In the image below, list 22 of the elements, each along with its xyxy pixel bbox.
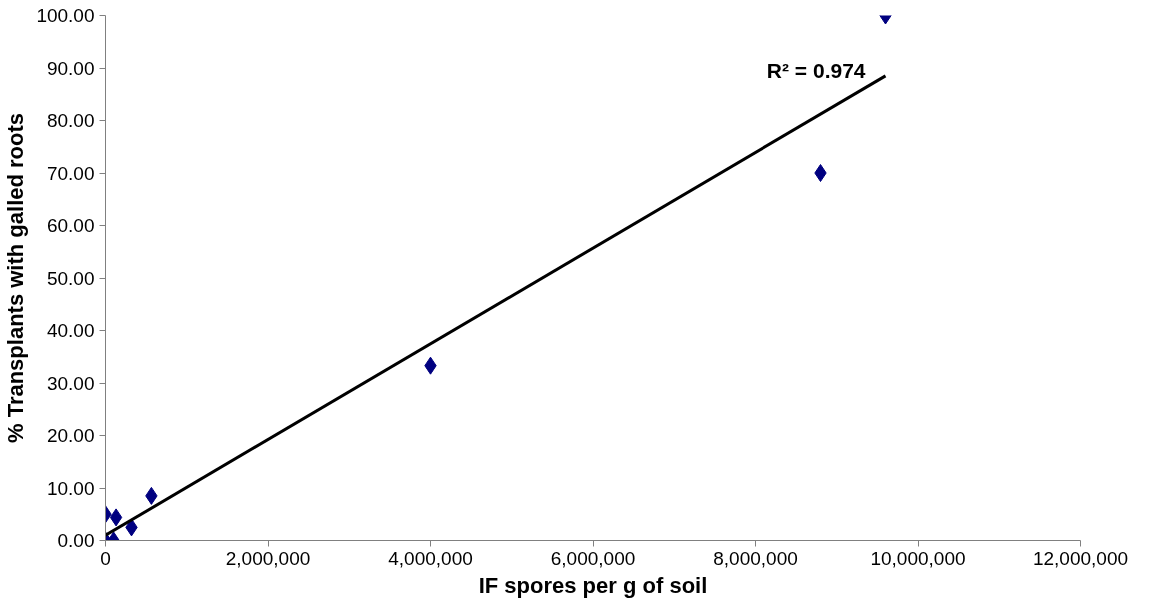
x-tick-label: 10,000,000 [870,547,966,569]
y-tick-label: 0.00 [57,530,95,551]
y-tick-label: 20.00 [46,425,95,446]
x-tick-label: 6,000,000 [550,547,636,569]
y-tick-label: 90.00 [46,57,95,79]
y-tick-label: 10.00 [46,477,95,499]
x-tick-label: 4,000,000 [388,547,473,569]
y-tick-label: 60.00 [46,215,95,236]
x-tick-label: 0 [100,547,111,569]
y-tick-label: 80.00 [46,110,95,131]
y-tick-label: 100.00 [36,5,95,26]
annotation: R² = 0.974 [766,58,866,82]
y-tick-label: 30.00 [46,372,95,394]
y-tick-label: 70.00 [46,162,95,184]
x-tick-label: 12,000,000 [1032,547,1129,569]
y-tick-label: 40.00 [46,320,95,341]
x-tick-label: 8,000,000 [713,547,798,569]
point [109,508,123,527]
x-tick-label: 2,000,000 [225,547,311,569]
y-tick-label: 50.00 [46,267,95,289]
x-axis-title: IF spores per g of soil [478,572,708,598]
y-axis-title: % Transplants with galled roots [3,112,29,444]
